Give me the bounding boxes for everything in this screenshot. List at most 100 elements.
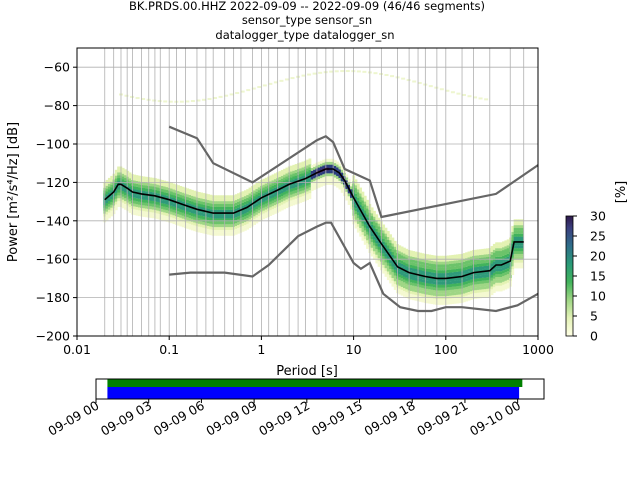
heatmap-cell xyxy=(156,198,160,202)
heatmap-cell xyxy=(280,178,284,182)
heatmap-cell xyxy=(294,195,298,199)
heatmap-cell xyxy=(492,272,496,276)
heatmap-cell xyxy=(301,187,305,191)
heatmap-cell xyxy=(124,169,127,173)
heatmap-cell xyxy=(128,204,132,208)
heatmap-cell xyxy=(403,250,406,254)
heatmap-cell xyxy=(292,185,296,189)
heatmap-cell xyxy=(128,209,132,213)
heatmap-cell xyxy=(308,195,312,199)
heatmap-cell xyxy=(403,253,406,257)
heatmap-cell xyxy=(391,272,395,276)
heatmap-cell xyxy=(492,281,496,285)
heatmap-cell xyxy=(262,198,266,202)
heatmap-cell xyxy=(283,194,286,198)
heatmap-cell xyxy=(340,186,344,190)
heatmap-cell xyxy=(492,278,496,282)
heatmap-cell xyxy=(234,211,238,215)
heatmap-cell xyxy=(126,202,130,206)
heatmap-cell xyxy=(107,209,111,213)
heatmap-cell xyxy=(356,223,360,227)
heatmap-cell xyxy=(398,259,402,263)
heatmap-cell xyxy=(280,198,284,202)
heatmap-cell xyxy=(255,182,259,186)
heatmap-cell xyxy=(398,248,402,252)
heatmap-cell xyxy=(497,268,501,272)
heatmap-cell xyxy=(170,220,174,224)
heatmap-cell xyxy=(105,200,109,204)
heatmap-cell xyxy=(421,267,425,271)
heatmap-cell xyxy=(243,201,247,205)
heatmap-cell xyxy=(405,251,409,255)
heatmap-cell xyxy=(449,266,452,270)
heatmap-cell xyxy=(285,179,289,183)
heatmap-cell xyxy=(124,206,127,210)
heatmap-cell xyxy=(128,195,132,199)
heatmap-cell xyxy=(449,284,452,288)
heatmap-cell xyxy=(373,245,376,249)
heatmap-cell xyxy=(499,279,503,283)
heatmap-cell xyxy=(506,256,510,260)
heatmap-cell xyxy=(490,280,494,284)
heatmap-cell xyxy=(412,291,416,295)
heatmap-cell xyxy=(190,221,194,225)
heatmap-cell xyxy=(366,240,369,244)
heatmap-cell xyxy=(154,192,157,196)
heatmap-cell xyxy=(389,245,392,249)
heatmap-cell xyxy=(241,217,245,221)
heatmap-cell xyxy=(349,206,353,210)
heatmap-cell xyxy=(453,260,457,264)
heatmap-cell xyxy=(393,281,397,285)
heatmap-cell xyxy=(216,224,220,228)
heatmap-cell xyxy=(188,203,192,207)
heatmap-cell xyxy=(481,260,485,264)
heatmap-cell xyxy=(375,231,379,235)
heatmap-cell xyxy=(273,81,278,84)
heatmap-cell xyxy=(356,183,360,187)
heatmap-cell xyxy=(347,178,351,182)
heatmap-cell xyxy=(218,229,222,233)
heatmap-cell xyxy=(462,267,466,271)
heatmap-cell xyxy=(154,178,157,182)
heatmap-cell xyxy=(428,271,432,275)
heatmap-cell xyxy=(220,229,224,233)
heatmap-cell xyxy=(133,191,137,195)
heatmap-cell xyxy=(456,283,459,287)
heatmap-cell xyxy=(262,193,266,197)
heatmap-cell xyxy=(483,260,487,264)
heatmap-cell xyxy=(373,213,376,217)
heatmap-cell xyxy=(163,100,168,103)
heatmap-cell xyxy=(451,286,455,290)
heatmap-cell xyxy=(308,175,312,179)
heatmap-cell xyxy=(409,276,413,280)
heatmap-cell xyxy=(366,217,369,221)
heatmap-cell xyxy=(269,189,273,193)
heatmap-cell xyxy=(124,186,127,190)
heatmap-cell xyxy=(453,294,457,298)
heatmap-cell xyxy=(144,185,148,189)
heatmap-cell xyxy=(338,166,342,170)
heatmap-cell xyxy=(370,224,374,228)
heatmap-cell xyxy=(333,160,337,164)
heatmap-cell xyxy=(453,286,457,290)
heatmap-cell xyxy=(483,280,487,284)
heatmap-cell xyxy=(513,262,517,266)
heatmap-cell xyxy=(469,296,473,300)
heatmap-cell xyxy=(467,288,471,292)
heatmap-cell xyxy=(467,283,471,287)
heatmap-cell xyxy=(110,201,114,205)
heatmap-cell xyxy=(391,237,395,241)
heatmap-cell xyxy=(377,226,381,230)
heatmap-cell xyxy=(386,274,390,278)
heatmap-cell xyxy=(373,210,376,214)
heatmap-cell xyxy=(290,180,293,184)
heatmap-cell xyxy=(476,281,480,285)
heatmap-cell xyxy=(246,189,250,193)
heatmap-cell xyxy=(105,182,109,186)
heatmap-cell xyxy=(361,220,365,224)
heatmap-cell xyxy=(137,178,141,182)
heatmap-cell xyxy=(168,100,173,103)
heatmap-cell xyxy=(137,198,141,202)
heatmap-cell xyxy=(126,182,130,186)
heatmap-cell xyxy=(458,285,462,289)
